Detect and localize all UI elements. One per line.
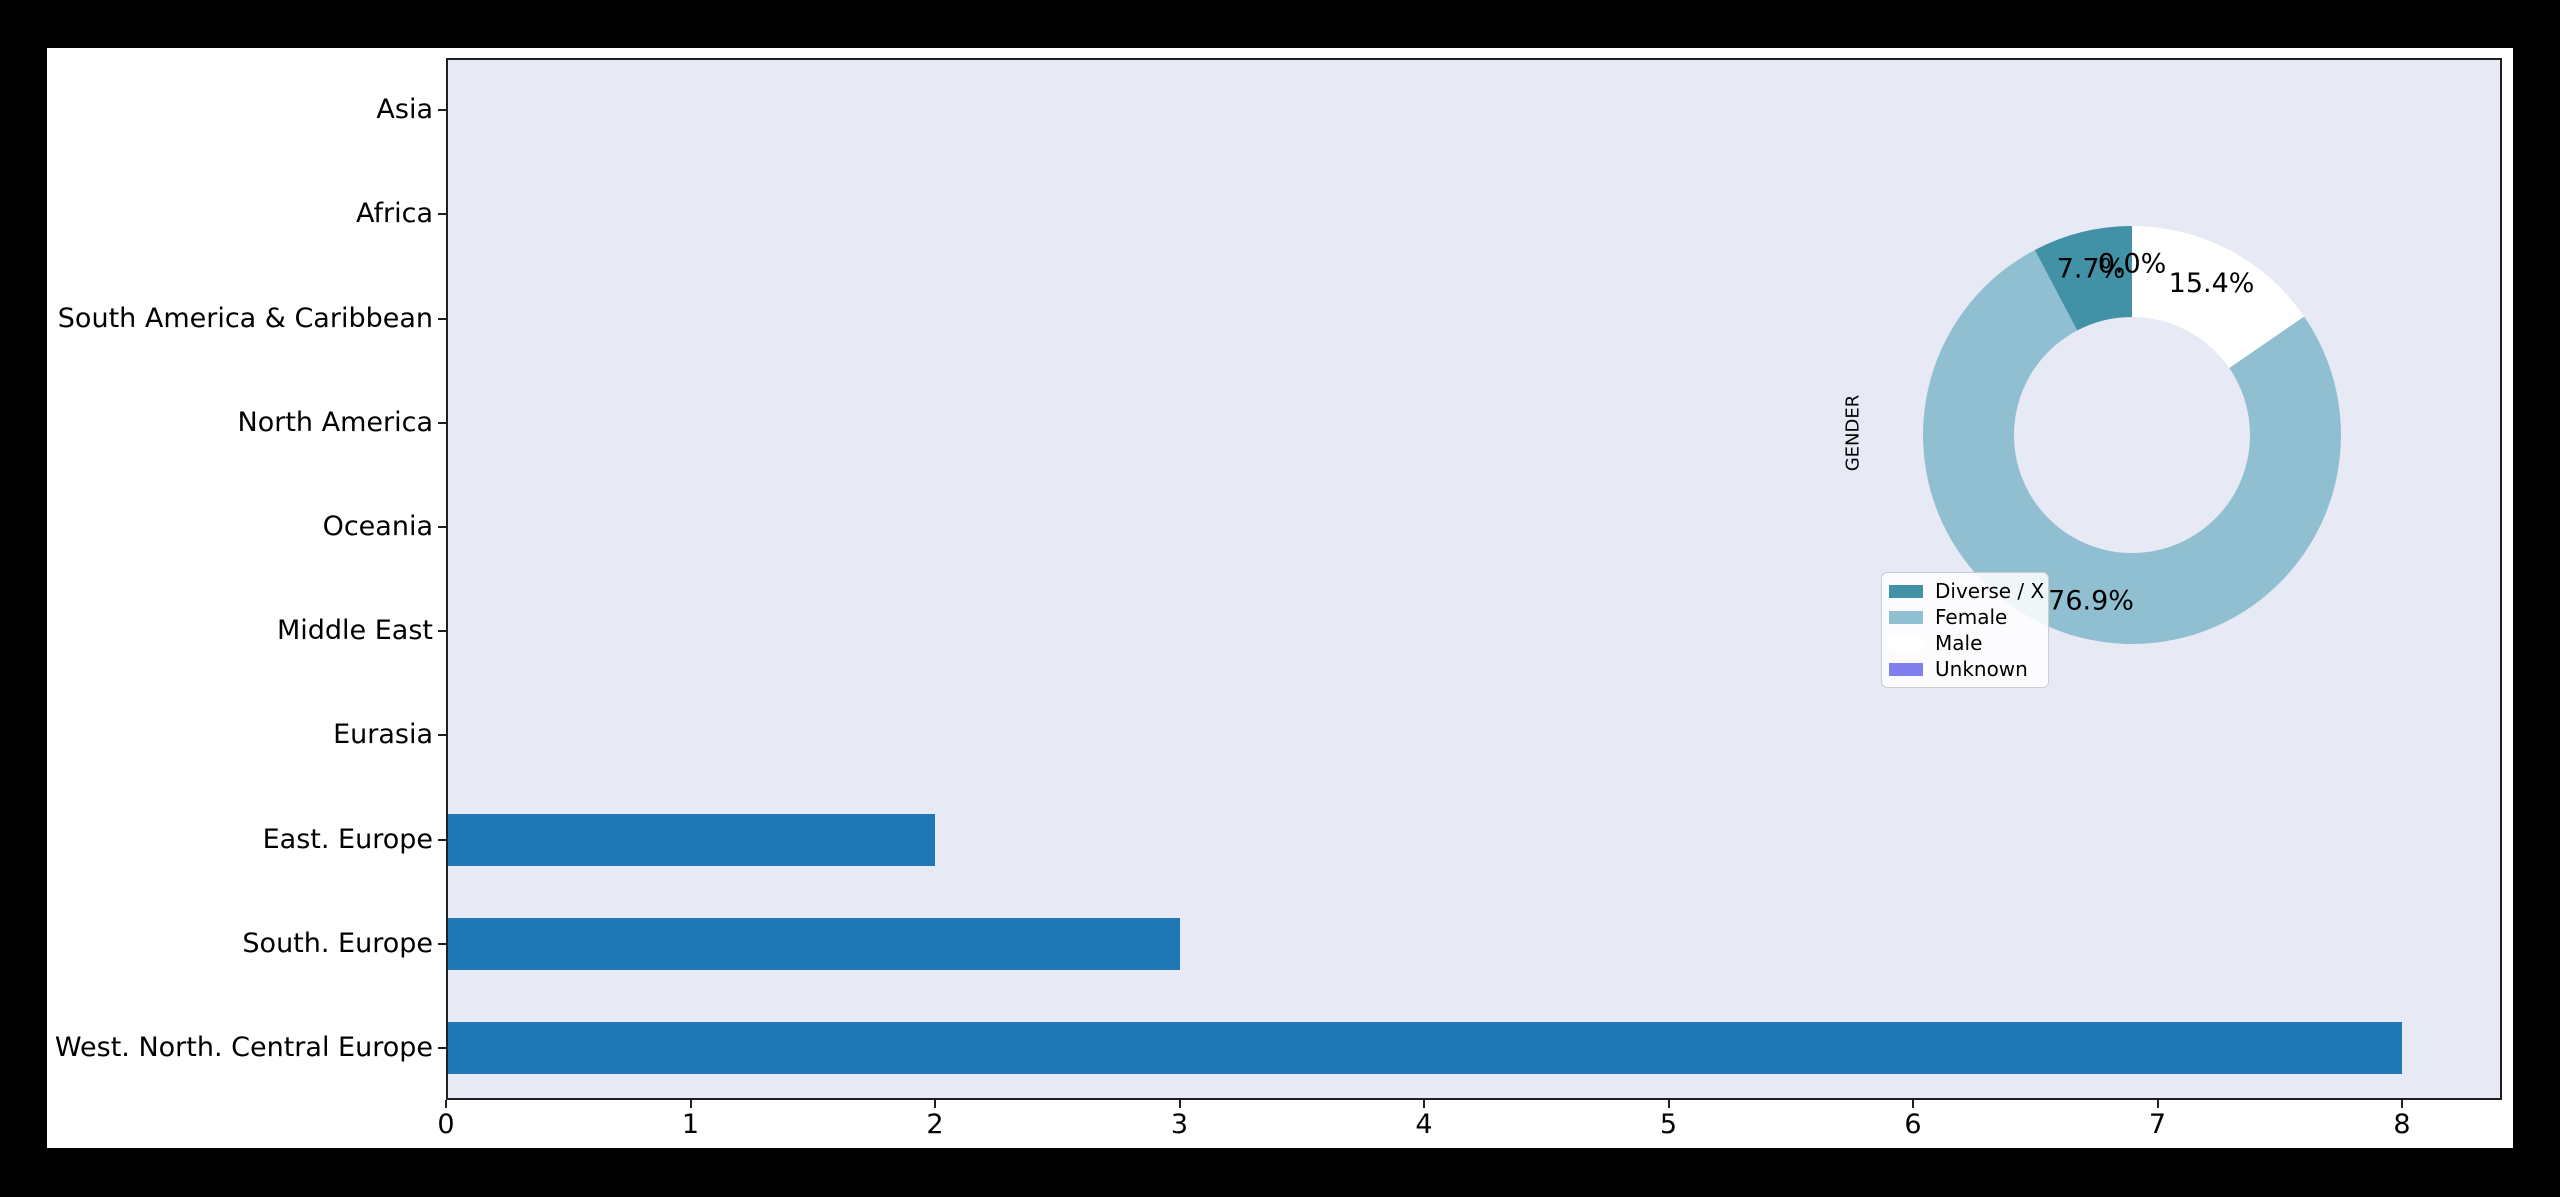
xtick-label: 6 bbox=[1904, 1109, 1922, 1140]
xtick-label: 8 bbox=[2393, 1109, 2411, 1140]
x-tick bbox=[2156, 1100, 2159, 1108]
x-tick bbox=[1423, 1100, 1425, 1108]
y-tick bbox=[438, 421, 446, 424]
pie-slice-diverse-x bbox=[2034, 226, 2132, 331]
ytick-label: Oceania bbox=[322, 510, 433, 542]
legend-item: Male bbox=[1889, 633, 2042, 653]
legend-item-label: Male bbox=[1935, 631, 1983, 655]
y-tick bbox=[438, 734, 446, 737]
y-tick bbox=[438, 525, 446, 528]
ytick-label: South. Europe bbox=[242, 927, 433, 959]
matplotlib-figure: Asia Africa South America & Caribbean North… bbox=[47, 48, 2513, 1148]
x-tick bbox=[1178, 1100, 1181, 1108]
x-tick bbox=[1667, 1100, 1670, 1108]
legend-swatch bbox=[1889, 584, 1923, 598]
ytick-label: Africa bbox=[355, 198, 433, 230]
x-tick bbox=[1912, 1100, 1914, 1108]
y-tick bbox=[438, 630, 446, 633]
xtick-label: 1 bbox=[681, 1109, 700, 1140]
legend-item-label: Unknown bbox=[1935, 657, 2028, 681]
pie-pct-label: 7.7% bbox=[2057, 253, 2126, 284]
x-tick bbox=[934, 1100, 936, 1108]
ytick-label: Middle East bbox=[276, 615, 433, 647]
x-tick bbox=[445, 1100, 447, 1108]
gender-axis-label: GENDER bbox=[1842, 394, 1864, 472]
legend-item: Female bbox=[1889, 607, 2042, 627]
legend-item: Diverse / X bbox=[1889, 579, 2045, 603]
y-tick bbox=[438, 213, 446, 216]
ytick-label: South America & Caribbean bbox=[57, 302, 433, 334]
pie-slice-female bbox=[1923, 249, 2341, 644]
pie-slice-male bbox=[2132, 226, 2305, 369]
ytick-label: Eurasia bbox=[333, 719, 433, 751]
xtick-label: 4 bbox=[1415, 1109, 1433, 1140]
y-tick bbox=[438, 317, 446, 320]
xtick-label: 5 bbox=[1659, 1109, 1678, 1140]
pie-pct-label: 76.9% bbox=[2048, 586, 2134, 617]
pie-pct-label: 15.4% bbox=[2169, 268, 2255, 299]
bar bbox=[448, 813, 935, 866]
bar bbox=[448, 1021, 2402, 1074]
xtick-label: 3 bbox=[1170, 1109, 1189, 1140]
y-tick bbox=[438, 109, 446, 112]
ytick-label: West. North. Central Europe bbox=[54, 1031, 433, 1063]
gender-legend: Diverse / X Female Male Unknown bbox=[1881, 572, 2049, 688]
xtick-label: 7 bbox=[2148, 1109, 2167, 1140]
legend-swatch bbox=[1889, 610, 1923, 624]
legend-item: Unknown bbox=[1889, 659, 2042, 679]
xtick-label: 0 bbox=[437, 1109, 455, 1140]
bar bbox=[448, 917, 1180, 970]
xtick-label: 2 bbox=[926, 1109, 944, 1140]
legend-swatch bbox=[1889, 636, 1923, 650]
ytick-label: North America bbox=[237, 406, 433, 438]
legend-item-label: Female bbox=[1935, 605, 2008, 629]
gender-donut-chart: 7.7% 76.9% 15.4%0.0% bbox=[1923, 226, 2341, 644]
y-tick bbox=[438, 838, 446, 841]
y-tick bbox=[438, 1046, 446, 1049]
x-tick bbox=[2401, 1100, 2403, 1108]
legend-swatch bbox=[1889, 662, 1923, 676]
legend-item-label: Diverse / X bbox=[1935, 579, 2045, 603]
y-tick bbox=[438, 942, 446, 945]
ytick-label: East. Europe bbox=[262, 823, 433, 855]
pie-pct-label: 0.0% bbox=[2098, 249, 2167, 280]
x-tick bbox=[689, 1100, 692, 1108]
ytick-label: Asia bbox=[376, 94, 433, 126]
